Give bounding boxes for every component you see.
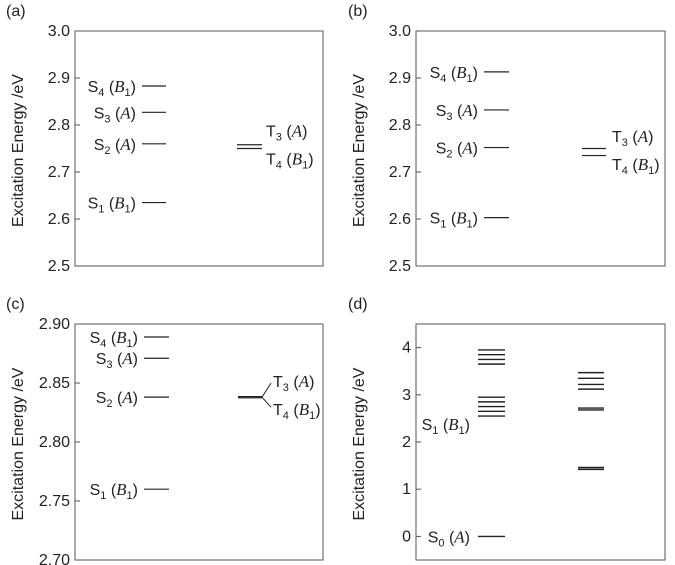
panel-c-triplet-connector [261, 382, 272, 398]
panel-a-triplet-label: T3 (A) [266, 122, 307, 144]
panel-a-singlet-label: S1 (B1) [88, 194, 136, 216]
panel-c-singlet-label: S3 (A) [96, 349, 138, 371]
panel-c-singlet-label: S1 (B1) [90, 480, 138, 502]
panel-c-ylabel: Excitation Energy /eV [10, 367, 27, 520]
panel-a-tick-label: 3.0 [48, 23, 70, 40]
panel-d-tick-label: 4 [402, 340, 411, 357]
panel-d-tick-label: 3 [402, 387, 411, 404]
panel-b-label: (b) [348, 3, 368, 20]
panel-c-tick-label: 2.70 [39, 552, 70, 565]
panel-d-tick-label: 2 [402, 434, 411, 451]
panel-d-tick-label: 1 [402, 481, 411, 498]
panel-c-tick-label: 2.85 [39, 375, 70, 392]
panel-c-singlet-label: S2 (A) [96, 388, 138, 410]
panel-d-state-label: S1 (B1) [422, 415, 470, 437]
panel-d-label: (d) [348, 296, 368, 313]
panel-b-tick-label: 2.6 [389, 211, 411, 228]
panel-b-singlet-label: S4 (B1) [430, 63, 478, 85]
panel-c-singlet-label: S4 (B1) [90, 328, 138, 350]
panel-d-state-label: S0 (A) [428, 527, 470, 549]
panel-c-tick-label: 2.80 [39, 434, 70, 451]
panel-b-tick-label: 2.5 [389, 258, 411, 275]
panel-d-tick-label: 0 [402, 528, 411, 545]
panel-b-triplet-label: T3 (A) [612, 127, 653, 149]
panel-a-tick-label: 2.7 [48, 164, 70, 181]
panel-b-tick-label: 2.9 [389, 70, 411, 87]
panel-b-tick-label: 3.0 [389, 23, 411, 40]
panel-a-label: (a) [6, 3, 26, 20]
panel-b-tick-label: 2.8 [389, 117, 411, 134]
panel-b-ylabel: Excitation Energy /eV [351, 74, 368, 227]
panel-b-singlet-label: S2 (A) [436, 139, 478, 161]
panel-c-triplet-label: T3 (A) [273, 372, 314, 394]
panel-b-tick-label: 2.7 [389, 164, 411, 181]
panel-a-tick-label: 2.6 [48, 211, 70, 228]
panel-a-triplet-label: T4 (B1) [266, 150, 314, 172]
panel-a-singlet-label: S2 (A) [94, 135, 136, 157]
panel-c-triplet-label: T4 (B1) [273, 400, 321, 422]
panel-c-label: (c) [6, 296, 25, 313]
panel-d-frame [415, 323, 666, 561]
panel-a-frame [74, 30, 324, 267]
panel-a-singlet-label: S4 (B1) [88, 77, 136, 99]
panel-c-triplet-connector [261, 396, 272, 408]
panel-c-tick-label: 2.90 [39, 316, 70, 333]
panel-c-tick-label: 2.75 [39, 493, 70, 510]
panel-d-ylabel: Excitation Energy /eV [351, 367, 368, 520]
panel-b-triplet-label: T4 (B1) [612, 155, 660, 177]
panel-a-tick-label: 2.8 [48, 117, 70, 134]
panel-a-ylabel: Excitation Energy /eV [10, 74, 27, 227]
panel-a-tick-label: 2.5 [48, 258, 70, 275]
panel-a-tick-label: 2.9 [48, 70, 70, 87]
panel-a-singlet-label: S3 (A) [94, 103, 136, 125]
panel-b-singlet-label: S1 (B1) [430, 209, 478, 231]
panel-b-singlet-label: S3 (A) [436, 101, 478, 123]
panel-b-frame [415, 30, 666, 267]
